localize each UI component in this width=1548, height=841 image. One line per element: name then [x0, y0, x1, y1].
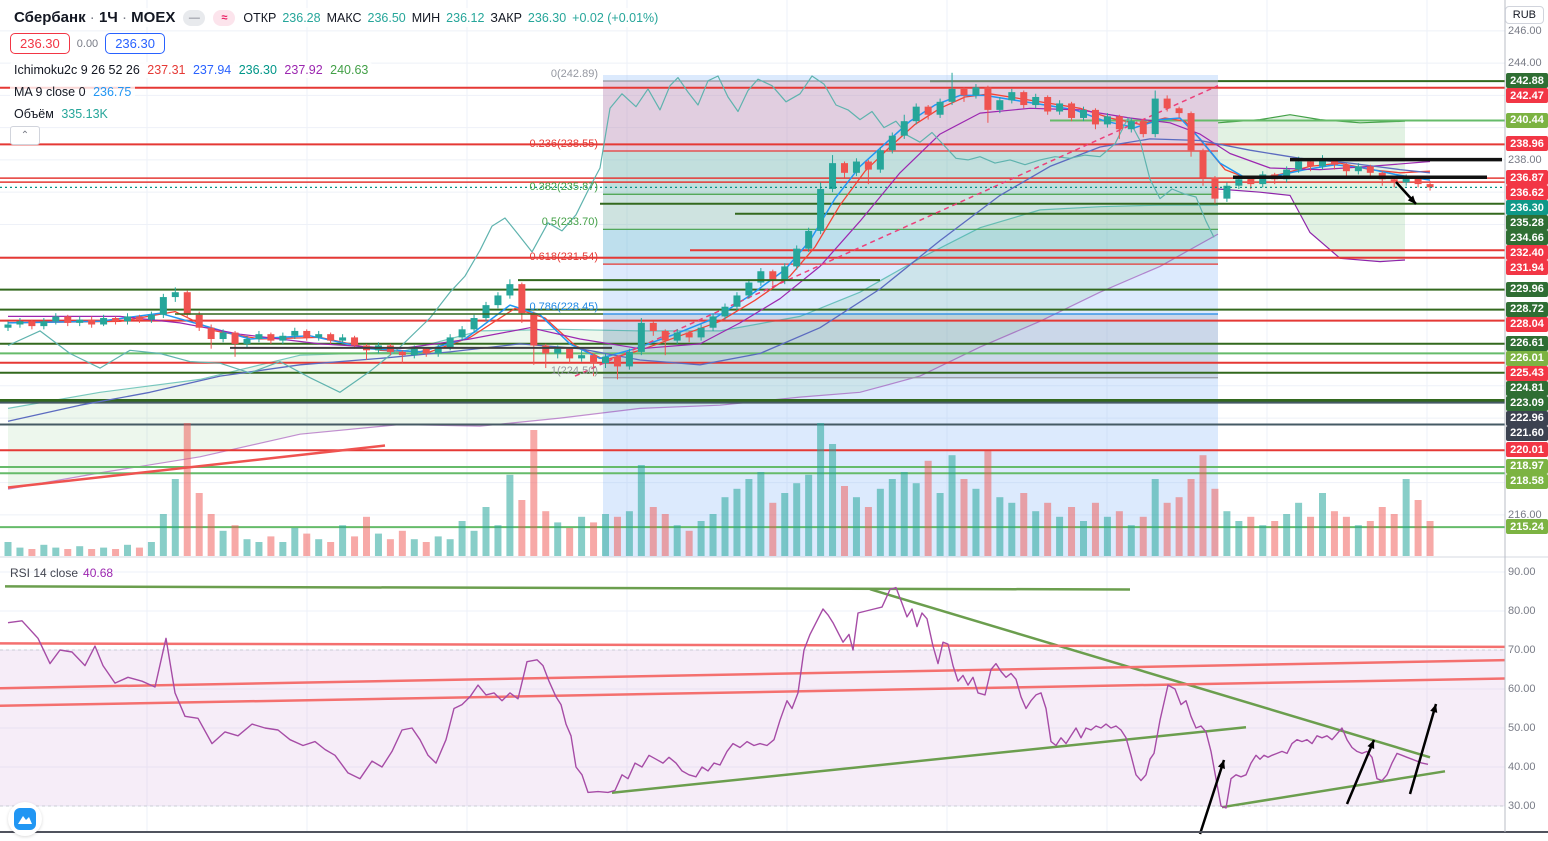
price-badge-221.60: 221.60 [1506, 425, 1548, 441]
change-value: +0.02 (+0.01%) [572, 10, 659, 25]
price-axis-label: 238.00 [1508, 153, 1542, 166]
rsi-axis-label: 70.00 [1508, 644, 1536, 656]
ichimoku-cloud-1 [1217, 114, 1406, 263]
price-badge-236.87: 236.87 [1506, 170, 1548, 186]
price-axis-label: 244.00 [1508, 57, 1542, 70]
rsi-axis-label: 60.00 [1508, 683, 1536, 695]
price-badge-228.04: 228.04 [1506, 316, 1548, 332]
ichimoku-value-3: 236.30 [238, 63, 277, 77]
rsi-green-trendlines [4, 585, 1446, 809]
chart-header: Сбербанк · 1Ч · MOEX — ≈ ОТКР 236.28 МАКС… [10, 8, 663, 27]
low-value: 236.12 [446, 10, 485, 25]
rsi-band [0, 649, 1505, 807]
price-badge-234.66: 234.66 [1506, 230, 1548, 246]
volume-bars [4, 423, 1434, 556]
rsi-axis-label: 80.00 [1508, 605, 1536, 617]
rsi-axis-label: 90.00 [1508, 566, 1536, 578]
price-badge-226.61: 226.61 [1506, 335, 1548, 351]
price-badge-240.44: 240.44 [1506, 112, 1548, 128]
price-badge-229.96: 229.96 [1506, 281, 1548, 297]
rsi-axis-label: 30.00 [1508, 800, 1536, 812]
watermark-logo-button[interactable] [8, 802, 42, 836]
price-badge-242.47: 242.47 [1506, 88, 1548, 104]
spread-value: 0.00 [76, 37, 99, 50]
buy-button[interactable]: 236.30 [105, 33, 165, 54]
price-badge-235.28: 235.28 [1506, 215, 1548, 231]
open-label: ОТКР [243, 10, 277, 25]
currency-button[interactable]: RUB [1504, 6, 1544, 24]
high-label: МАКС [326, 10, 362, 25]
price-badge-218.58: 218.58 [1506, 473, 1548, 489]
rsi-name: RSI 14 close [10, 566, 79, 580]
price-badge-226.01: 226.01 [1506, 350, 1548, 366]
price-badge-215.24: 215.24 [1506, 519, 1548, 535]
highlight-region [603, 75, 1218, 557]
fib-level-label: 1(224.50) [550, 364, 598, 377]
high-value: 236.50 [367, 10, 406, 25]
fib-lines [603, 80, 1218, 379]
rsi-pink-trendlines [0, 642, 1506, 708]
price-badge-222.96: 222.96 [1506, 410, 1548, 426]
slow-blue-line [7, 138, 1431, 422]
price-badge-218.97: 218.97 [1506, 458, 1548, 474]
fib-level-label: 0(242.89) [550, 68, 598, 80]
price-arrow [1395, 181, 1417, 205]
ichimoku-legend[interactable]: Ichimoku2c 9 26 52 26 237.31 237.94 236.… [10, 62, 373, 78]
fib-level-label: 0.786(228.45) [529, 301, 599, 313]
minimize-icon[interactable]: — [183, 9, 206, 26]
dashed-trendline [574, 85, 1219, 377]
bid-ask-row: 236.30 0.00 236.30 [10, 33, 165, 54]
chikou-teal-line [7, 75, 1215, 393]
rsi-arrows [1198, 703, 1438, 835]
fib-level-label: 0.382(235.87) [529, 181, 599, 194]
fib-level-label: 0.618(231.54) [529, 251, 599, 264]
approx-icon[interactable]: ≈ [213, 9, 236, 26]
rsi-axis-label: 40.00 [1508, 761, 1536, 773]
ichimoku-value-1: 237.31 [147, 63, 186, 77]
candles-layer [4, 72, 1434, 380]
ichimoku-value-2: 237.94 [192, 63, 232, 77]
rsi-axis-label: 50.00 [1508, 722, 1536, 734]
ohlc-row: ОТКР 236.28 МАКС 236.50 МИН 236.12 ЗАКР 236.… [243, 11, 658, 25]
close-label: ЗАКР [490, 10, 522, 25]
price-axis-label: 216.00 [1508, 508, 1542, 521]
volume-legend[interactable]: Объём 335.13K [10, 106, 112, 122]
ichimoku-value-5: 240.63 [330, 63, 369, 77]
price-badge-224.81: 224.81 [1506, 380, 1548, 396]
price-badge-225.43: 225.43 [1506, 365, 1548, 381]
close-value: 236.30 [527, 10, 567, 25]
ma-value: 236.75 [93, 85, 132, 99]
sell-button[interactable]: 236.30 [10, 33, 70, 54]
volume-value: 335.13K [61, 107, 108, 121]
ichimoku-name: Ichimoku2c 9 26 52 26 [14, 63, 140, 77]
price-badge-236.62: 236.62 [1506, 185, 1548, 201]
ma-legend[interactable]: MA 9 close 0 236.75 [10, 84, 136, 100]
fib-level-label: 0.236(238.55) [529, 138, 599, 151]
price-badge-231.94: 231.94 [1506, 260, 1548, 276]
price-badge-236.30: 236.30 [1506, 200, 1548, 216]
price-badge-223.09: 223.09 [1506, 395, 1548, 411]
price-badge-228.72: 228.72 [1506, 301, 1548, 317]
drawn-segments [7, 157, 1502, 489]
rsi-line [7, 586, 1429, 809]
price-badge-232.40: 232.40 [1506, 245, 1548, 261]
rsi-legend[interactable]: RSI 14 close 40.68 [10, 566, 113, 580]
rsi-value: 40.68 [83, 566, 114, 580]
fib-level-label: 0.5(233.70) [541, 216, 598, 229]
price-badge-220.01: 220.01 [1506, 442, 1548, 458]
collapse-indicators-button[interactable]: ⌃ [10, 126, 40, 145]
volume-name: Объём [14, 107, 54, 121]
price-axis-label: 246.00 [1508, 24, 1542, 37]
low-label: МИН [411, 10, 441, 25]
mountain-logo-icon [14, 808, 36, 830]
price-badge-238.96: 238.96 [1506, 136, 1548, 152]
ichimoku-value-4: 237.92 [284, 63, 323, 77]
ma-name: MA 9 close 0 [14, 85, 86, 99]
symbol-title[interactable]: Сбербанк · 1Ч · MOEX [14, 9, 176, 26]
open-value: 236.28 [282, 10, 321, 25]
price-badge-242.88: 242.88 [1506, 73, 1548, 89]
